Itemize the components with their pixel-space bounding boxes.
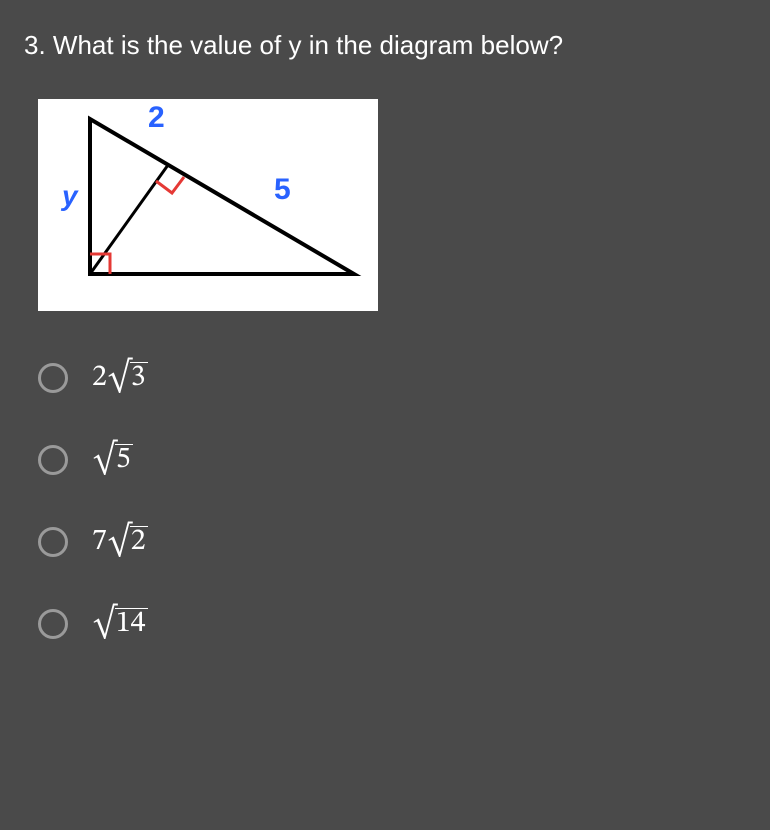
radical-icon: √ — [108, 523, 132, 561]
diagram-svg: 2 5 y — [38, 99, 378, 311]
option-label: √ 5 — [92, 441, 133, 479]
option-c[interactable]: 7 √ 2 — [38, 523, 746, 561]
option-label: 2 √ 3 — [92, 359, 148, 397]
option-label: √ 14 — [92, 605, 148, 643]
radical-icon: √ — [93, 605, 117, 643]
label-two: 2 — [148, 101, 165, 134]
option-label: 7 √ 2 — [92, 523, 148, 561]
coef: 2 — [92, 359, 107, 397]
option-d[interactable]: √ 14 — [38, 605, 746, 643]
coef: 7 — [92, 523, 107, 561]
answer-options: 2 √ 3 √ 5 7 √ 2 √ 14 — [38, 359, 746, 643]
label-five: 5 — [274, 173, 291, 206]
outer-triangle — [90, 119, 354, 274]
question-text: 3. What is the value of y in the diagram… — [24, 30, 746, 61]
option-b[interactable]: √ 5 — [38, 441, 746, 479]
right-angle-altitude-icon — [156, 177, 184, 193]
radio-icon — [38, 445, 68, 475]
radicand: 3 — [130, 362, 148, 393]
radicand: 5 — [115, 444, 133, 475]
radicand: 2 — [130, 526, 148, 557]
radicand: 14 — [115, 608, 148, 639]
radio-icon — [38, 363, 68, 393]
option-a[interactable]: 2 √ 3 — [38, 359, 746, 397]
radical-icon: √ — [108, 359, 132, 397]
radio-icon — [38, 609, 68, 639]
triangle-diagram: 2 5 y — [38, 99, 378, 311]
label-y: y — [60, 180, 79, 211]
radical-icon: √ — [93, 441, 117, 479]
radio-icon — [38, 527, 68, 557]
